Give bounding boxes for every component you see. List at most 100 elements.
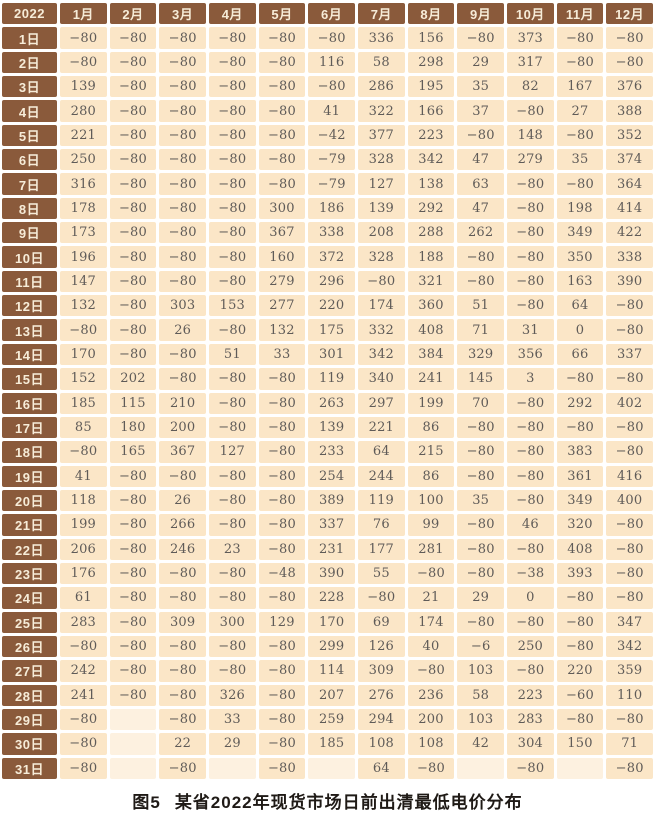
value-cell: 118	[60, 489, 107, 512]
value-cell: −80	[556, 611, 604, 633]
value-cell: 320	[556, 514, 604, 536]
value-cell: −80	[109, 562, 157, 585]
value-cell: −80	[258, 587, 306, 609]
value-cell: −80	[159, 635, 206, 658]
value-cell: −48	[258, 562, 306, 585]
value-cell: −80	[159, 124, 206, 147]
value-cell: 254	[308, 465, 355, 487]
value-cell: −80	[606, 587, 653, 609]
value-cell: −80	[258, 660, 306, 682]
value-cell: −80	[209, 587, 256, 609]
value-cell: −80	[109, 100, 157, 122]
value-cell: −80	[109, 514, 157, 536]
value-cell: −38	[507, 562, 554, 585]
value-cell: −60	[556, 684, 604, 706]
value-cell: −80	[258, 708, 306, 731]
value-cell: 76	[358, 514, 405, 536]
value-cell: −80	[109, 611, 157, 633]
value-cell: −80	[556, 51, 604, 74]
value-cell: 388	[606, 100, 653, 122]
value-cell	[109, 733, 157, 755]
value-cell: −80	[159, 343, 206, 366]
value-cell: −80	[109, 76, 157, 98]
price-table: 2022 1月 2月 3月 4月 5月 6月 7月 8月 9月 10月 11月 12月 1日 −80 −80−…	[2, 3, 653, 779]
value-cell: −80	[159, 76, 206, 98]
value-cell: 33	[258, 343, 306, 366]
value-cell: −80	[407, 660, 455, 682]
month-header-cell: 5月	[258, 3, 306, 25]
value-cell: 70	[457, 392, 504, 414]
value-cell: 174	[358, 295, 405, 317]
value-cell: −80	[109, 319, 157, 341]
month-header-cell: 12月	[606, 3, 653, 25]
value-cell: −80	[209, 514, 256, 536]
value-cell: −80	[457, 514, 504, 536]
value-cell: −80	[457, 538, 504, 560]
value-cell: −80	[209, 149, 256, 171]
value-cell	[556, 757, 604, 779]
value-cell: 82	[507, 76, 554, 98]
value-cell: −80	[60, 708, 107, 731]
year-header-cell: 2022	[2, 3, 57, 25]
value-cell: 119	[308, 368, 355, 390]
value-cell: 186	[308, 197, 355, 220]
value-cell: −80	[258, 368, 306, 390]
value-cell: 361	[556, 465, 604, 487]
value-cell: 316	[60, 173, 107, 195]
value-cell: −80	[109, 51, 157, 74]
value-cell: −80	[358, 270, 405, 293]
value-cell: −80	[457, 124, 504, 147]
value-cell: 221	[60, 124, 107, 147]
value-cell: 100	[407, 489, 455, 512]
value-cell: −80	[606, 416, 653, 439]
value-cell: 200	[407, 708, 455, 731]
value-cell: −80	[457, 562, 504, 585]
value-cell: 376	[606, 76, 653, 98]
value-cell: 246	[159, 538, 206, 560]
day-header-cell: 25日	[2, 611, 57, 633]
value-cell: −80	[159, 100, 206, 122]
value-cell: 390	[606, 270, 653, 293]
day-header-cell: 11日	[2, 270, 57, 293]
value-cell: −80	[209, 319, 256, 341]
day-header-cell: 12日	[2, 295, 57, 317]
value-cell: 64	[358, 441, 405, 463]
value-cell: −42	[308, 124, 355, 147]
value-cell	[308, 757, 355, 779]
value-cell: 58	[358, 51, 405, 74]
value-cell: −80	[556, 587, 604, 609]
value-cell: 174	[407, 611, 455, 633]
value-cell: −80	[507, 197, 554, 220]
day-header-cell: 8日	[2, 197, 57, 220]
value-cell: 364	[606, 173, 653, 195]
value-cell: 147	[60, 270, 107, 293]
value-cell: 408	[407, 319, 455, 341]
value-cell: −80	[258, 149, 306, 171]
value-cell: −80	[209, 76, 256, 98]
value-cell: 223	[407, 124, 455, 147]
value-cell: 185	[308, 733, 355, 755]
value-cell: −80	[109, 246, 157, 268]
figure-caption: 图5 某省2022年现货市场日前出清最低电价分布	[2, 788, 653, 813]
value-cell: −80	[258, 76, 306, 98]
value-cell: 383	[556, 441, 604, 463]
day-header-cell: 21日	[2, 514, 57, 536]
value-cell: −80	[258, 392, 306, 414]
value-cell: 349	[556, 222, 604, 244]
value-cell: 33	[209, 708, 256, 731]
value-cell: 210	[159, 392, 206, 414]
day-header-cell: 3日	[2, 76, 57, 98]
value-cell: −80	[60, 441, 107, 463]
value-cell: 402	[606, 392, 653, 414]
value-cell: 138	[407, 173, 455, 195]
day-header-cell: 23日	[2, 562, 57, 585]
value-cell: 393	[556, 562, 604, 585]
value-cell: 279	[507, 149, 554, 171]
value-cell: −80	[407, 562, 455, 585]
value-cell: 220	[308, 295, 355, 317]
value-cell: 280	[60, 100, 107, 122]
value-cell: 37	[457, 100, 504, 122]
value-cell: −80	[407, 757, 455, 779]
value-cell: 51	[209, 343, 256, 366]
value-cell: 29	[457, 587, 504, 609]
